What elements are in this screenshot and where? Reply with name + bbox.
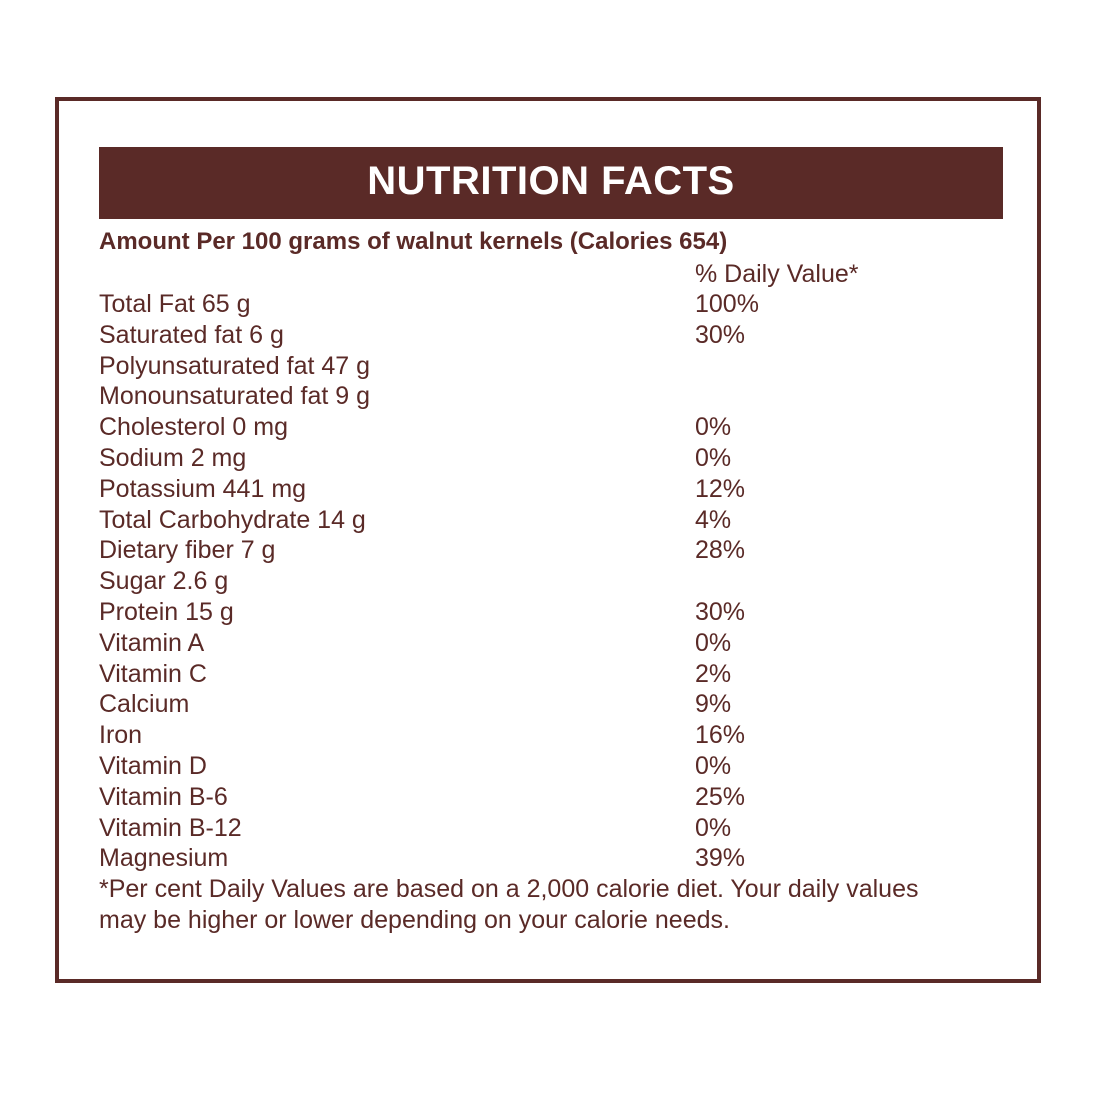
nutrient-name: Potassium 441 mg (99, 474, 307, 503)
nutrient-name: Polyunsaturated fat 47 g (99, 351, 371, 380)
title-text: NUTRITION FACTS (367, 158, 735, 203)
nutrient-row: Vitamin B-6 25% (99, 782, 999, 813)
nutrient-row: Calcium 9% (99, 689, 999, 720)
nutrient-daily-value: 28% (695, 536, 746, 565)
nutrient-daily-value: 0% (695, 813, 732, 842)
nutrient-name: Vitamin A (99, 628, 205, 657)
nutrient-daily-value: 0% (695, 751, 732, 780)
nutrient-row: Magnesium 39% (99, 843, 999, 874)
nutrient-name: Sodium 2 mg (99, 443, 247, 472)
nutrient-row: Total Carbohydrate 14 g 4% (99, 505, 999, 536)
nutrient-row: Vitamin D 0% (99, 751, 999, 782)
nutrient-daily-value: 2% (695, 659, 732, 688)
nutrient-daily-value: 0% (695, 413, 732, 442)
footnote-line-2: may be higher or lower depending on your… (99, 906, 730, 934)
nutrient-name: Monounsaturated fat 9 g (99, 382, 371, 411)
nutrient-daily-value: 30% (695, 597, 746, 626)
footnote: *Per cent Daily Values are based on a 2,… (99, 874, 1019, 936)
nutrient-daily-value: 12% (695, 474, 746, 503)
nutrient-name: Calcium (99, 690, 190, 719)
nutrient-row: Iron 16% (99, 720, 999, 751)
nutrient-name: Vitamin D (99, 751, 207, 780)
footnote-line-1: *Per cent Daily Values are based on a 2,… (99, 875, 919, 903)
nutrient-list: Total Fat 65 g 100% Saturated fat 6 g 30% Po… (99, 289, 999, 874)
nutrition-facts-title: NUTRITION FACTS (99, 147, 1003, 219)
nutrient-daily-value: 39% (695, 844, 746, 873)
nutrient-row: Cholesterol 0 mg 0% (99, 412, 999, 443)
nutrient-row: Vitamin B-12 0% (99, 813, 999, 844)
nutrient-row: Protein 15 g 30% (99, 597, 999, 628)
nutrient-daily-value: 30% (695, 320, 746, 349)
nutrition-label-frame (55, 97, 1041, 983)
nutrient-name: Vitamin C (99, 659, 207, 688)
nutrient-daily-value: 4% (695, 505, 732, 534)
nutrient-name: Total Fat 65 g (99, 290, 251, 318)
nutrient-row: Saturated fat 6 g 30% (99, 320, 999, 351)
nutrient-row: Monounsaturated fat 9 g (99, 381, 999, 412)
nutrient-name: Vitamin B-6 (99, 782, 228, 811)
daily-value-header: % Daily Value* (695, 260, 859, 288)
nutrient-daily-value: 0% (695, 628, 732, 657)
nutrient-name: Total Carbohydrate 14 g (99, 505, 366, 534)
nutrient-name: Magnesium (99, 844, 229, 873)
nutrient-daily-value: 16% (695, 721, 746, 750)
nutrient-row: Sodium 2 mg 0% (99, 443, 999, 474)
nutrient-name: Cholesterol 0 mg (99, 413, 288, 442)
nutrient-name: Dietary fiber 7 g (99, 536, 276, 565)
nutrient-row: Vitamin A 0% (99, 628, 999, 659)
nutrient-row: Dietary fiber 7 g 28% (99, 535, 999, 566)
nutrient-row: Total Fat 65 g 100% (99, 289, 999, 320)
nutrient-row: Sugar 2.6 g (99, 566, 999, 597)
nutrient-daily-value: 9% (695, 690, 732, 719)
nutrient-daily-value: 25% (695, 782, 746, 811)
nutrient-name: Protein 15 g (99, 597, 234, 626)
serving-size-line: Amount Per 100 grams of walnut kernels (… (99, 228, 728, 255)
nutrient-row: Vitamin C 2% (99, 659, 999, 690)
nutrient-daily-value: 100% (695, 290, 759, 318)
nutrient-row: Polyunsaturated fat 47 g (99, 351, 999, 382)
nutrient-name: Sugar 2.6 g (99, 567, 229, 596)
nutrient-name: Saturated fat 6 g (99, 320, 284, 349)
nutrient-row: Potassium 441 mg 12% (99, 474, 999, 505)
nutrient-name: Vitamin B-12 (99, 813, 242, 842)
nutrient-daily-value: 0% (695, 443, 732, 472)
nutrient-name: Iron (99, 721, 143, 750)
